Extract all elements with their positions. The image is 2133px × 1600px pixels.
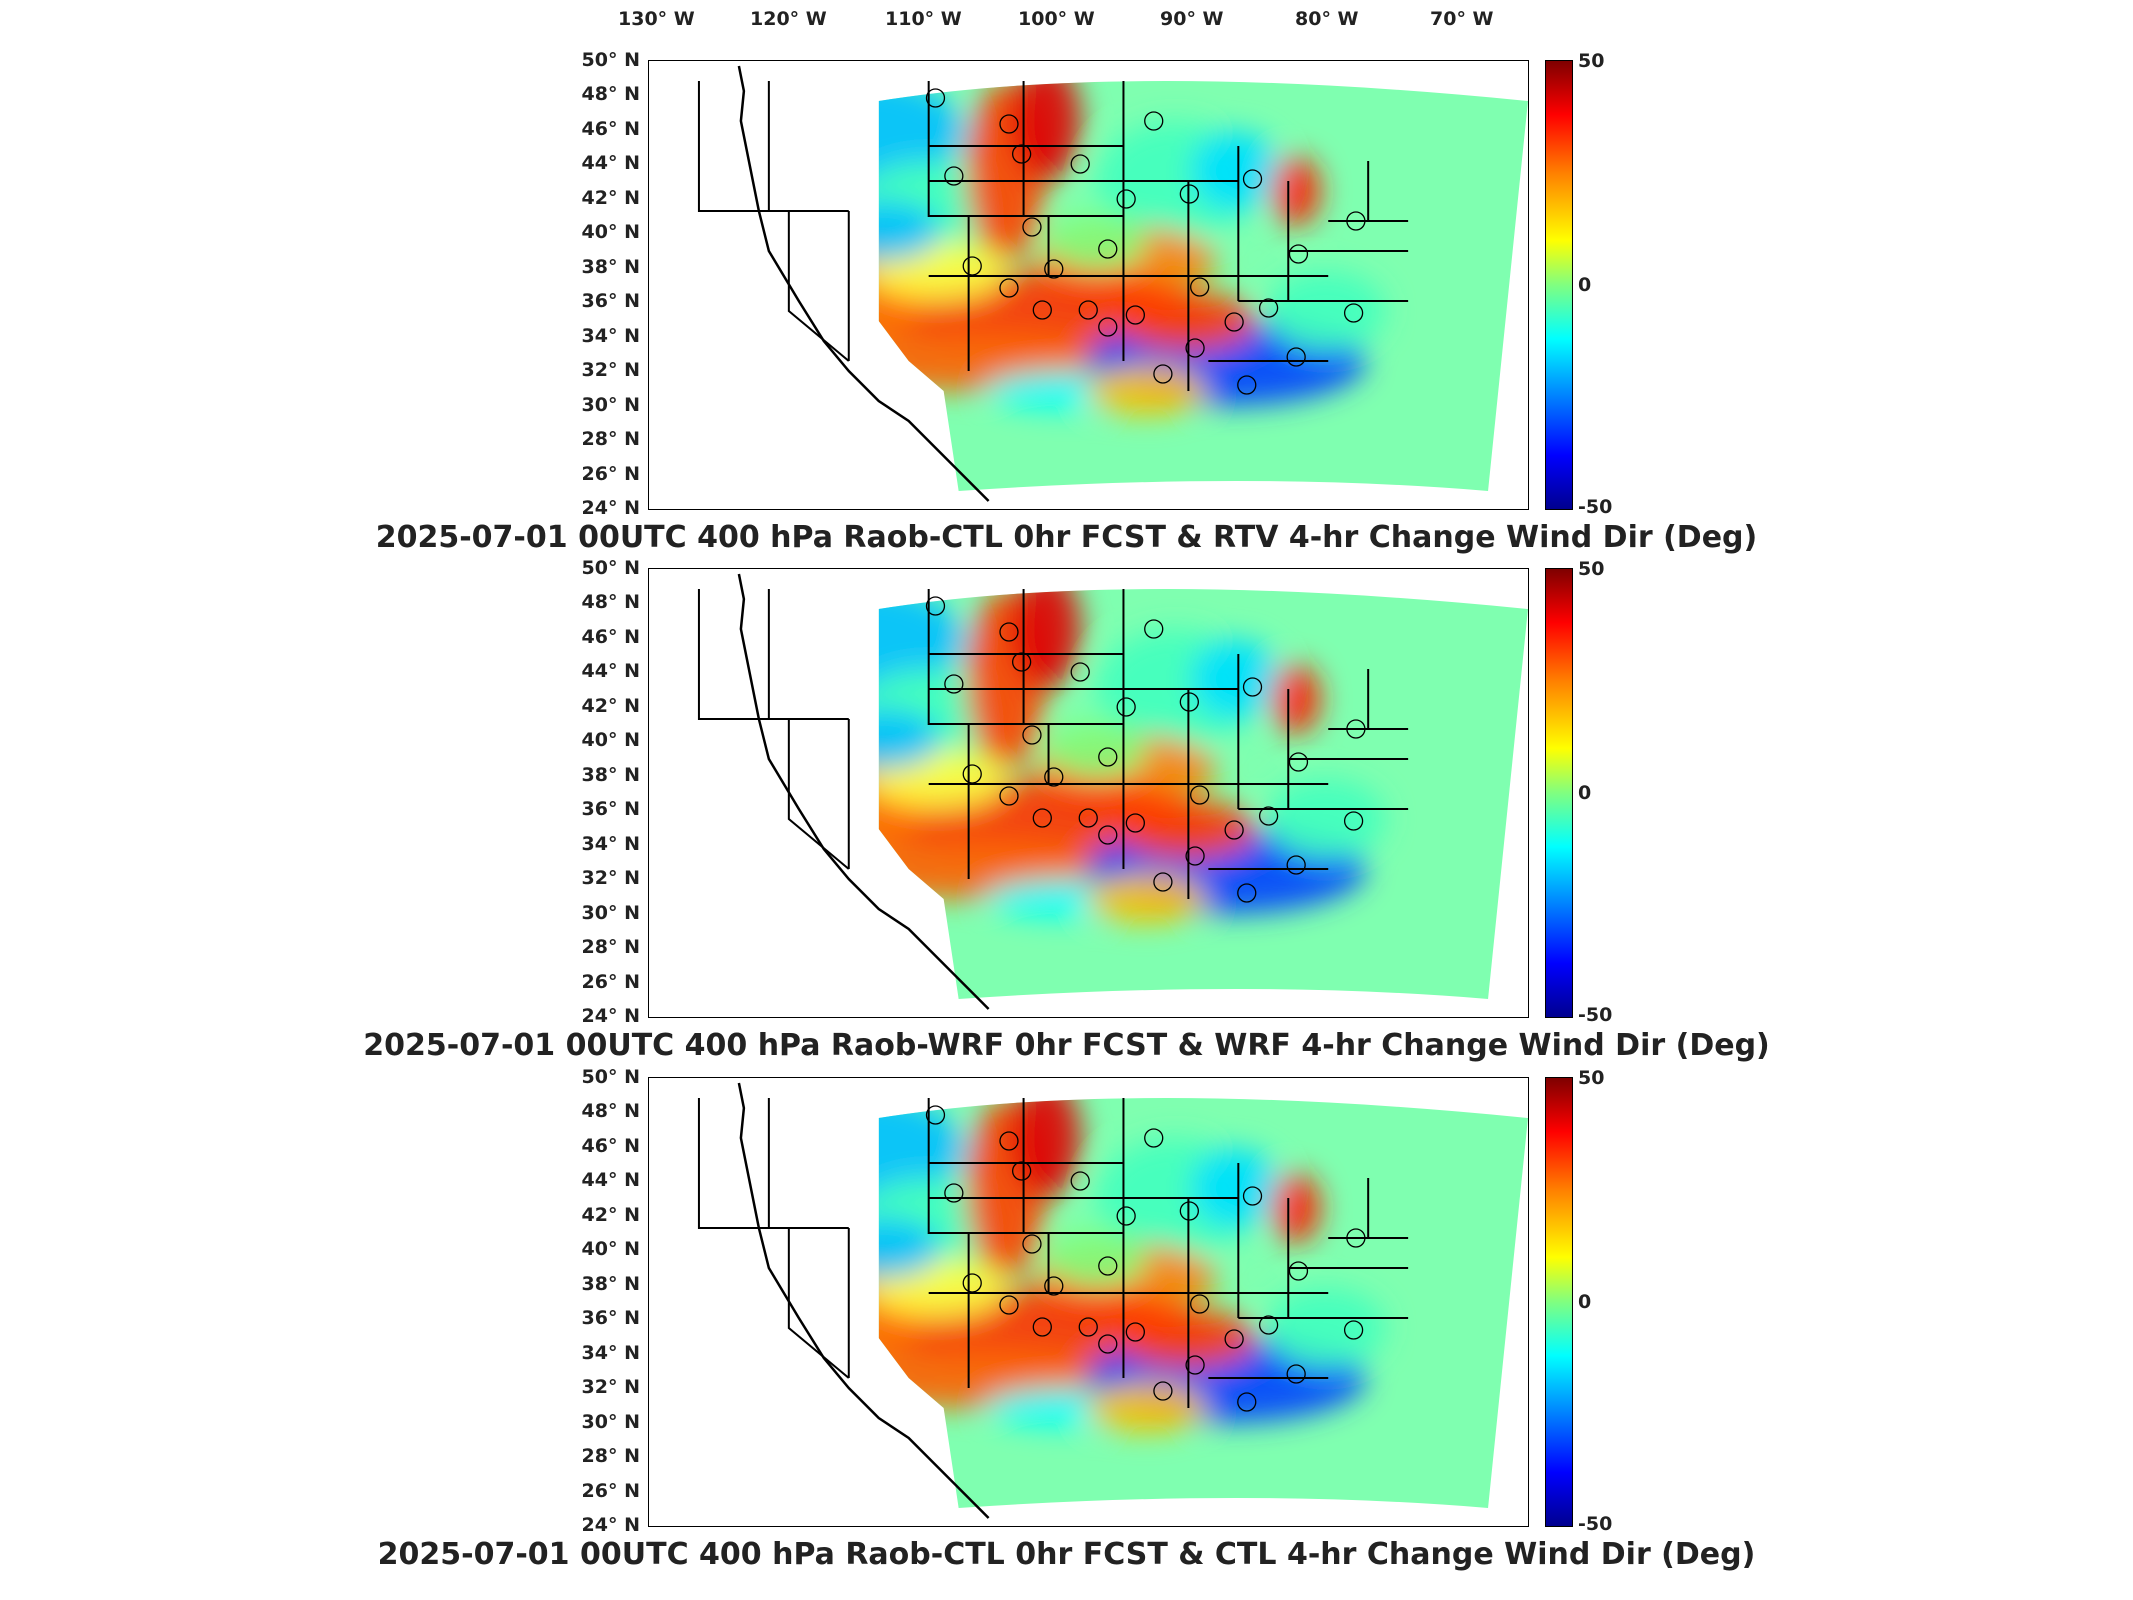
lat-label: 38° N: [581, 1272, 640, 1295]
lat-label: 50° N: [581, 1066, 640, 1088]
lat-label: 34° N: [581, 1341, 640, 1364]
lat-label: 26° N: [581, 462, 640, 485]
lat-label: 40° N: [581, 729, 640, 752]
lat-label: 28° N: [581, 428, 640, 451]
lat-label: 38° N: [581, 255, 640, 278]
lat-label: 36° N: [581, 1307, 640, 1330]
lat-label: 50° N: [581, 49, 640, 71]
lat-label: 32° N: [581, 359, 640, 382]
lat-label: 48° N: [581, 591, 640, 614]
panel-title: 2025-07-01 00UTC 400 hPa Raob-CTL 0hr FC…: [377, 1537, 1756, 1572]
lat-label: 46° N: [581, 117, 640, 140]
lat-label: 42° N: [581, 186, 640, 209]
lat-label: 26° N: [581, 1479, 640, 1502]
lon-label: 90° W: [1160, 8, 1224, 30]
lat-label: 24° N: [581, 1514, 640, 1536]
colorbar-max-label: 50: [1578, 558, 1605, 580]
lat-label: 28° N: [581, 936, 640, 959]
lat-label: 46° N: [581, 625, 640, 648]
lat-label: 40° N: [581, 221, 640, 244]
colorbar: [1545, 60, 1573, 510]
lon-label: 100° W: [1018, 8, 1095, 30]
colorbar-mid-label: 0: [1578, 1291, 1592, 1313]
lat-label: 38° N: [581, 763, 640, 786]
colorbar-mid-label: 0: [1578, 274, 1592, 296]
colorbar: [1545, 1077, 1573, 1527]
colorbar-min-label: -50: [1578, 1513, 1613, 1535]
colorbar-min-label: -50: [1578, 1004, 1613, 1026]
lat-label: 44° N: [581, 660, 640, 683]
lat-label: 32° N: [581, 867, 640, 890]
map-panel-1: 50° N 48° N 46° N 44° N 42° N 40° N 38° N 36° N…: [0, 49, 2133, 570]
lat-label: 30° N: [581, 393, 640, 416]
map-plot: [648, 1077, 1529, 1527]
lat-label: 30° N: [581, 1410, 640, 1433]
longitude-axis: 130° W 120° W 110° W 100° W 90° W 80° W …: [0, 0, 2133, 50]
lat-label: 34° N: [581, 324, 640, 347]
map-panel-3: 50° N 48° N 46° N 44° N 42° N 40° N 38° N 36° N…: [0, 1066, 2133, 1587]
lon-label: 70° W: [1430, 8, 1494, 30]
colorbar-min-label: -50: [1578, 496, 1613, 518]
colorbar-mid-label: 0: [1578, 782, 1592, 804]
panel-title: 2025-07-01 00UTC 400 hPa Raob-WRF 0hr FC…: [363, 1028, 1770, 1063]
lat-label: 24° N: [581, 1005, 640, 1027]
lon-label: 80° W: [1295, 8, 1359, 30]
lat-label: 34° N: [581, 832, 640, 855]
lat-label: 36° N: [581, 798, 640, 821]
lat-label: 44° N: [581, 152, 640, 175]
lon-label: 120° W: [750, 8, 827, 30]
colorbar: [1545, 568, 1573, 1018]
lat-label: 42° N: [581, 694, 640, 717]
map-plot: [648, 568, 1529, 1018]
map-panel-2: 50° N 48° N 46° N 44° N 42° N 40° N 38° N 36° N…: [0, 557, 2133, 1078]
lat-label: 28° N: [581, 1445, 640, 1468]
colorbar-max-label: 50: [1578, 50, 1605, 72]
lat-label: 42° N: [581, 1203, 640, 1226]
lat-label: 48° N: [581, 1100, 640, 1123]
lat-label: 36° N: [581, 290, 640, 313]
lat-label: 48° N: [581, 83, 640, 106]
lat-label: 30° N: [581, 901, 640, 924]
lat-label: 26° N: [581, 970, 640, 993]
lat-label: 50° N: [581, 557, 640, 579]
lat-label: 44° N: [581, 1169, 640, 1192]
panel-title: 2025-07-01 00UTC 400 hPa Raob-CTL 0hr FC…: [375, 520, 1758, 555]
colorbar-max-label: 50: [1578, 1067, 1605, 1089]
lat-label: 46° N: [581, 1134, 640, 1157]
lat-label: 32° N: [581, 1376, 640, 1399]
lat-label: 40° N: [581, 1238, 640, 1261]
map-plot: [648, 60, 1529, 510]
lat-label: 24° N: [581, 497, 640, 519]
lon-label: 110° W: [885, 8, 962, 30]
lon-label: 130° W: [618, 8, 695, 30]
